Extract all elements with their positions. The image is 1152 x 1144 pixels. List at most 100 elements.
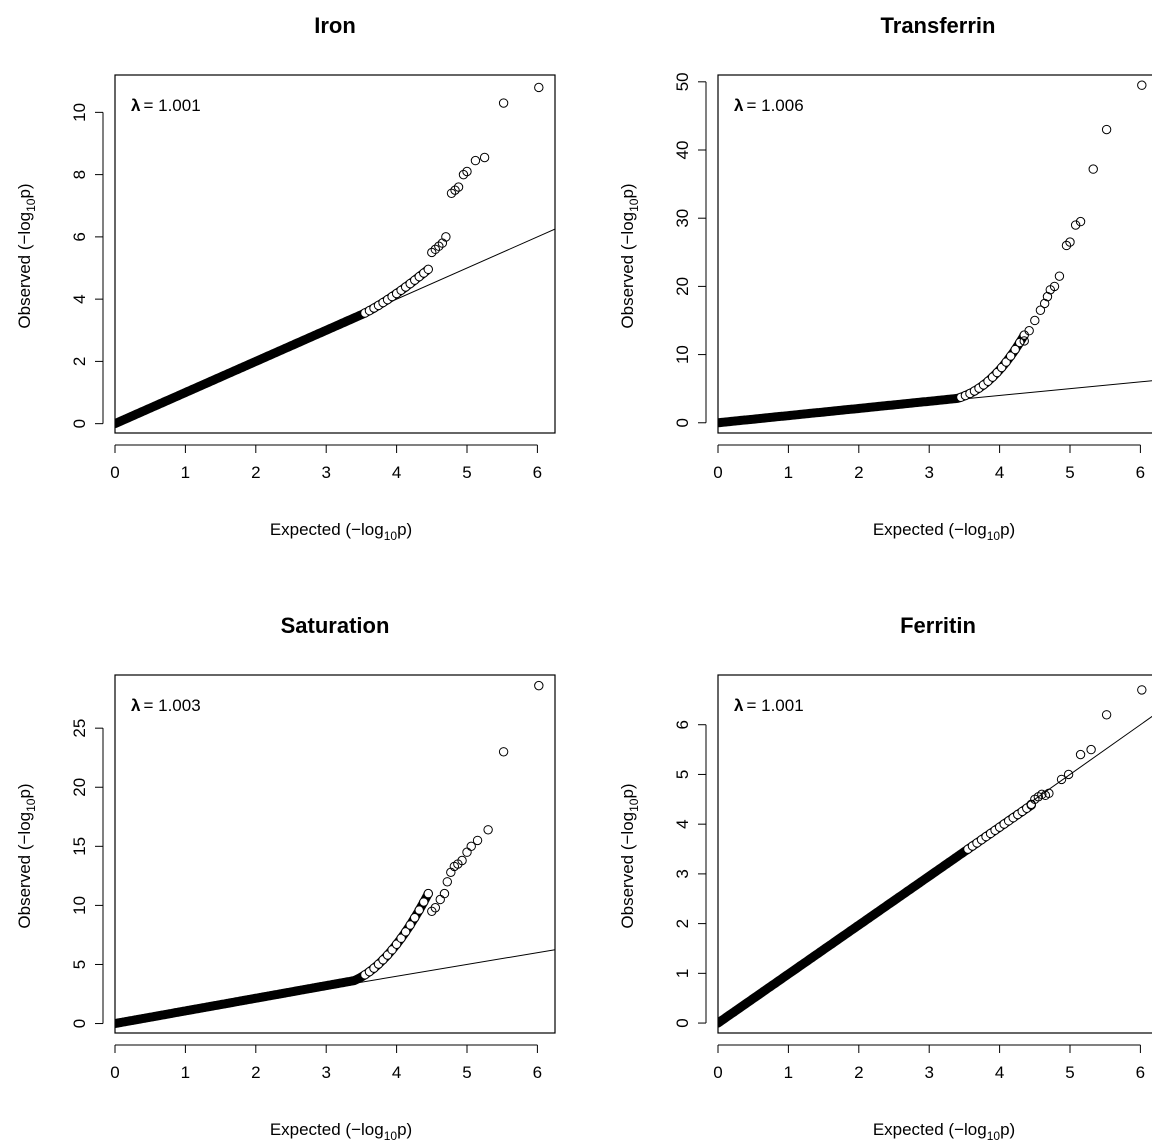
x-tick-label: 5 <box>462 463 471 482</box>
y-tick-label: 50 <box>673 72 692 91</box>
data-point <box>442 877 452 887</box>
panel-saturation: Saturation 0 1 2 3 4 5 6 0 5 10 15 20 25 Expected (−lo… <box>0 600 600 1144</box>
data-point <box>1035 305 1046 315</box>
data-point <box>446 188 457 198</box>
lambda-annotation: λ = 1.006 <box>734 96 804 115</box>
panel-transferrin: Transferrin 0 1 2 3 4 5 6 0 10 20 30 40 50 Expected (−… <box>603 0 1152 572</box>
x-tick-label: 6 <box>1136 463 1145 482</box>
x-tick-label: 2 <box>854 1063 863 1082</box>
data-point <box>1054 271 1065 281</box>
data-point <box>1019 336 1029 346</box>
y-tick-label: 40 <box>673 141 692 160</box>
plot-frame <box>717 674 1152 1034</box>
x-tick-label: 5 <box>1065 1063 1074 1082</box>
y-tick-label: 0 <box>70 419 89 428</box>
plot-frame <box>717 74 1152 434</box>
y-tick-label: 0 <box>70 1019 89 1028</box>
data-point <box>1005 351 1016 361</box>
data-point <box>470 155 481 166</box>
x-tick-label: 2 <box>251 1063 260 1082</box>
data-point <box>439 888 450 899</box>
x-tick-label: 6 <box>1136 1063 1145 1082</box>
x-tick-label: 1 <box>784 1063 793 1082</box>
plot-frame <box>114 74 556 434</box>
panel-ferritin: Ferritin 0 1 2 3 4 5 6 0 1 2 3 4 5 6 Expected (−log10p)… <box>603 600 1152 1144</box>
data-point <box>1137 685 1147 695</box>
plot-title: Saturation <box>281 613 390 638</box>
y-axis-label: Observed (−log10p) <box>15 183 38 328</box>
x-tick-label: 5 <box>462 1063 471 1082</box>
data-point <box>1056 774 1067 785</box>
y-tick-label: 5 <box>70 960 89 969</box>
y-tick-label: 4 <box>673 819 692 828</box>
x-tick-label: 1 <box>181 463 190 482</box>
data-point <box>1026 799 1036 809</box>
data-point <box>414 905 424 915</box>
data-point <box>1039 298 1050 309</box>
y-tick-label: 5 <box>673 770 692 779</box>
data-point <box>453 182 464 192</box>
lambda-annotation: λ = 1.001 <box>131 96 201 115</box>
x-tick-label: 3 <box>924 463 933 482</box>
data-point <box>1049 281 1060 292</box>
data-point <box>400 927 411 937</box>
qq-plot-saturation: Saturation 0 1 2 3 4 5 6 0 5 10 15 20 25 Expected (−lo… <box>15 613 556 1143</box>
lambda-annotation: λ = 1.003 <box>131 696 201 715</box>
x-tick-label: 5 <box>1065 463 1074 482</box>
data-point <box>405 920 415 930</box>
y-tick-label: 2 <box>70 357 89 366</box>
data-point <box>1075 216 1086 227</box>
qq-plot-transferrin: Transferrin 0 1 2 3 4 5 6 0 10 20 30 40 50 Expected (−… <box>618 13 1152 543</box>
x-tick-label: 3 <box>321 463 330 482</box>
data-point <box>419 897 429 907</box>
y-tick-label: 10 <box>673 345 692 364</box>
x-tick-label: 6 <box>533 1063 542 1082</box>
x-tick-label: 3 <box>924 1063 933 1082</box>
plot-frame <box>114 674 556 1034</box>
y-tick-label: 30 <box>673 209 692 228</box>
y-tick-label: 1 <box>673 969 692 978</box>
data-point <box>410 913 420 923</box>
data-point <box>1061 240 1072 251</box>
data-point <box>1044 788 1054 799</box>
data-point <box>472 835 483 846</box>
data-point <box>423 264 433 275</box>
data-point <box>1088 164 1098 174</box>
data-point <box>1024 326 1034 336</box>
x-tick-label: 4 <box>995 463 1004 482</box>
data-point <box>1065 237 1075 247</box>
x-tick-label: 0 <box>110 463 119 482</box>
x-tick-label: 4 <box>392 1063 401 1082</box>
data-point <box>457 855 467 866</box>
x-axis-label: Expected (−log10p) <box>270 520 412 543</box>
y-tick-label: 3 <box>673 869 692 878</box>
y-tick-label: 0 <box>673 418 692 427</box>
data-point <box>466 841 476 852</box>
x-tick-label: 2 <box>854 463 863 482</box>
plot-title: Ferritin <box>900 613 976 638</box>
x-tick-label: 1 <box>181 1063 190 1082</box>
y-tick-label: 4 <box>70 294 89 303</box>
y-tick-label: 6 <box>673 720 692 729</box>
x-tick-label: 4 <box>995 1063 1004 1082</box>
plot-title: Iron <box>314 13 356 38</box>
y-tick-label: 10 <box>70 896 89 915</box>
y-axis-label: Observed (−log10p) <box>15 783 38 928</box>
y-tick-label: 25 <box>70 719 89 738</box>
data-point <box>1137 80 1147 90</box>
data-point <box>1101 124 1112 135</box>
x-tick-label: 6 <box>533 463 542 482</box>
data-point <box>498 747 509 757</box>
data-point <box>441 232 451 242</box>
data-point <box>427 906 437 917</box>
data-point <box>483 825 493 835</box>
data-point <box>1030 315 1040 326</box>
y-tick-label: 20 <box>673 277 692 296</box>
data-point <box>479 152 490 163</box>
data-point <box>1086 744 1096 755</box>
y-tick-label: 8 <box>70 170 89 179</box>
data-point <box>1010 344 1020 355</box>
y-tick-label: 20 <box>70 778 89 797</box>
data-point <box>434 241 444 251</box>
